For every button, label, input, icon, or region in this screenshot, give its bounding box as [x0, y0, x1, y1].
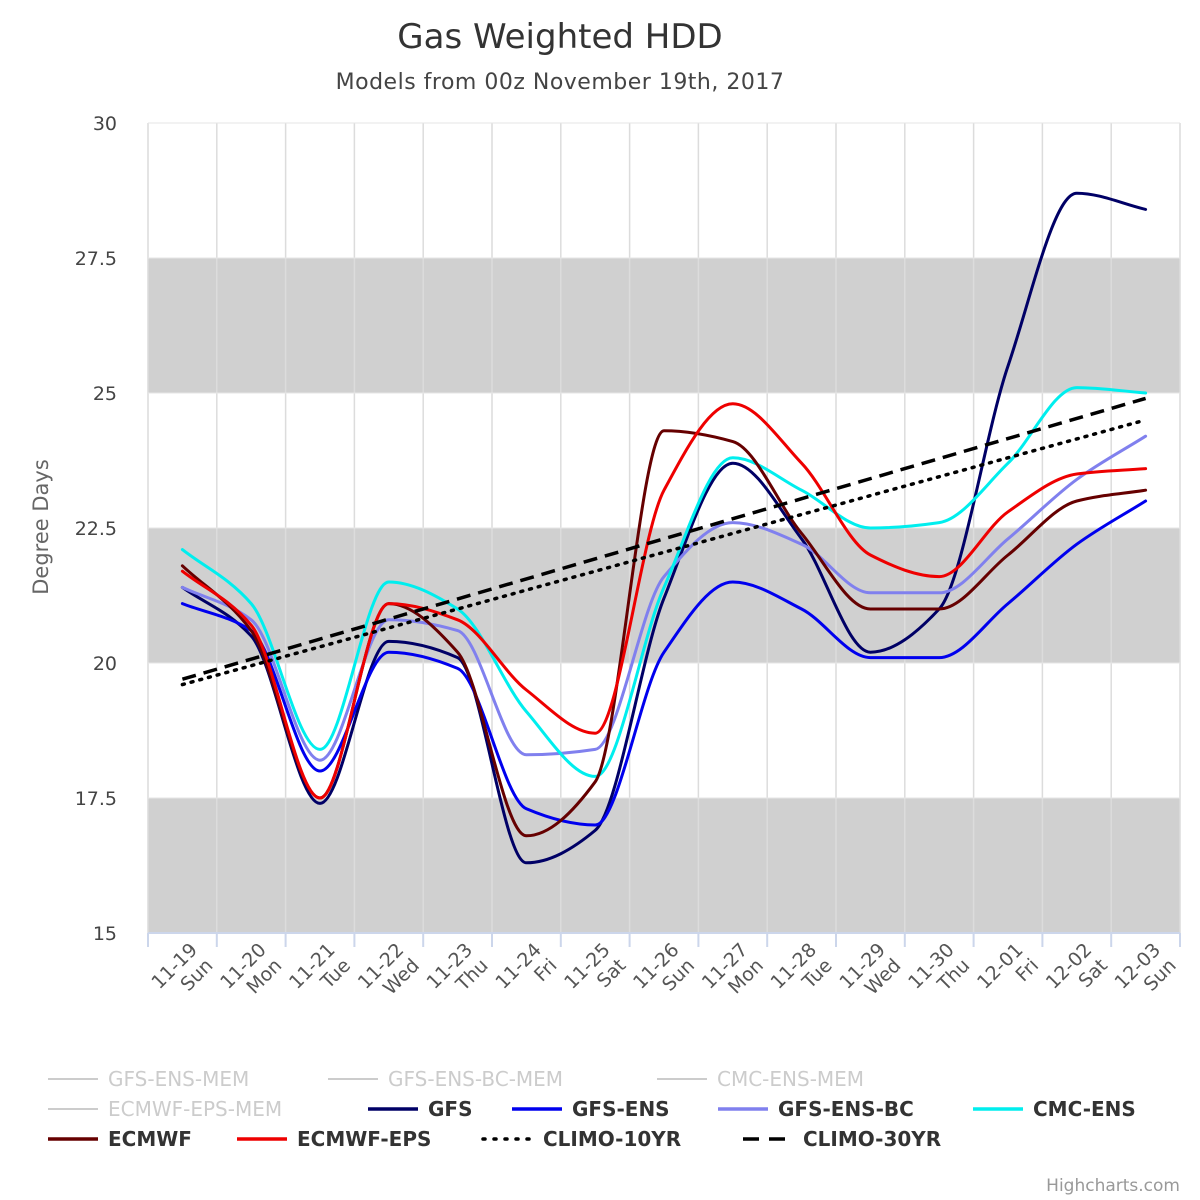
y-tick-label: 25 [93, 383, 117, 405]
legend-item-ecmwf[interactable]: ECMWF [48, 1127, 192, 1151]
series-line-ecmwf-eps[interactable] [180, 402, 1148, 800]
legend-label: ECMWF-EPS [297, 1127, 431, 1151]
series-line-gfs[interactable] [180, 191, 1148, 865]
legend-item-gfs[interactable]: GFS [368, 1097, 472, 1121]
legend-item-climo-10yr[interactable]: CLIMO-10YR [481, 1127, 681, 1151]
chart-subtitle: Models from 00z November 19th, 2017 [336, 70, 785, 95]
legend-label: ECMWF-EPS-MEM [108, 1097, 282, 1121]
y-tick-label: 27.5 [75, 248, 117, 270]
legend-label: CLIMO-10YR [543, 1127, 681, 1151]
series-line-climo-30yr[interactable] [181, 396, 1147, 681]
legend-item-gfs-ens-mem[interactable]: GFS-ENS-MEM [48, 1067, 249, 1091]
legend-item-cmc-ens-mem[interactable]: CMC-ENS-MEM [657, 1067, 864, 1091]
y-tick-label: 17.5 [75, 788, 117, 810]
plot-band [148, 798, 1180, 933]
series-line-gfs-ens[interactable] [180, 499, 1148, 827]
y-tick-label: 20 [93, 653, 117, 675]
y-tick-label: 22.5 [75, 518, 117, 540]
series-line-cmc-ens[interactable] [180, 386, 1148, 778]
y-axis-label: Degree Days [29, 459, 53, 595]
legend-item-ecmwf-eps[interactable]: ECMWF-EPS [237, 1127, 431, 1151]
legend-label: GFS-ENS-BC-MEM [388, 1067, 563, 1091]
legend-item-climo-30yr[interactable]: CLIMO-30YR [743, 1127, 941, 1151]
credits-text[interactable]: Highcharts.com [1046, 1176, 1180, 1196]
legend-label: CMC-ENS [1033, 1097, 1136, 1121]
legend-label: GFS-ENS [572, 1097, 670, 1121]
series-line-gfs-ens-bc[interactable] [180, 434, 1148, 762]
legend-label: GFS-ENS-BC [778, 1097, 914, 1121]
chart-title: Gas Weighted HDD [397, 17, 722, 57]
plot-band [148, 258, 1180, 393]
x-axis [147, 932, 1181, 947]
legend-label: ECMWF [108, 1127, 192, 1151]
legend-item-cmc-ens[interactable]: CMC-ENS [973, 1097, 1136, 1121]
legend-label: CMC-ENS-MEM [717, 1067, 864, 1091]
y-tick-label: 15 [93, 923, 117, 945]
legend-item-ecmwf-eps-mem[interactable]: ECMWF-EPS-MEM [48, 1097, 282, 1121]
legend-item-gfs-ens-bc[interactable]: GFS-ENS-BC [718, 1097, 914, 1121]
legend-item-gfs-ens-bc-mem[interactable]: GFS-ENS-BC-MEM [328, 1067, 563, 1091]
y-tick-label: 30 [93, 113, 117, 135]
legend[interactable]: GFS-ENS-MEM GFS-ENS-BC-MEM CMC-ENS-MEM ECMW… [48, 1067, 1136, 1151]
legend-label: GFS [428, 1097, 472, 1121]
x-axis-tick-labels: 11-19Sun11-20Mon11-21Tue11-22Wed11-23Thu… [147, 939, 1181, 999]
series-lines [180, 191, 1148, 865]
legend-label: GFS-ENS-MEM [108, 1067, 249, 1091]
y-axis-ticks: 15 17.5 20 22.5 25 27.5 30 [75, 113, 117, 945]
legend-label: CLIMO-30YR [803, 1127, 941, 1151]
legend-item-gfs-ens[interactable]: GFS-ENS [512, 1097, 670, 1121]
